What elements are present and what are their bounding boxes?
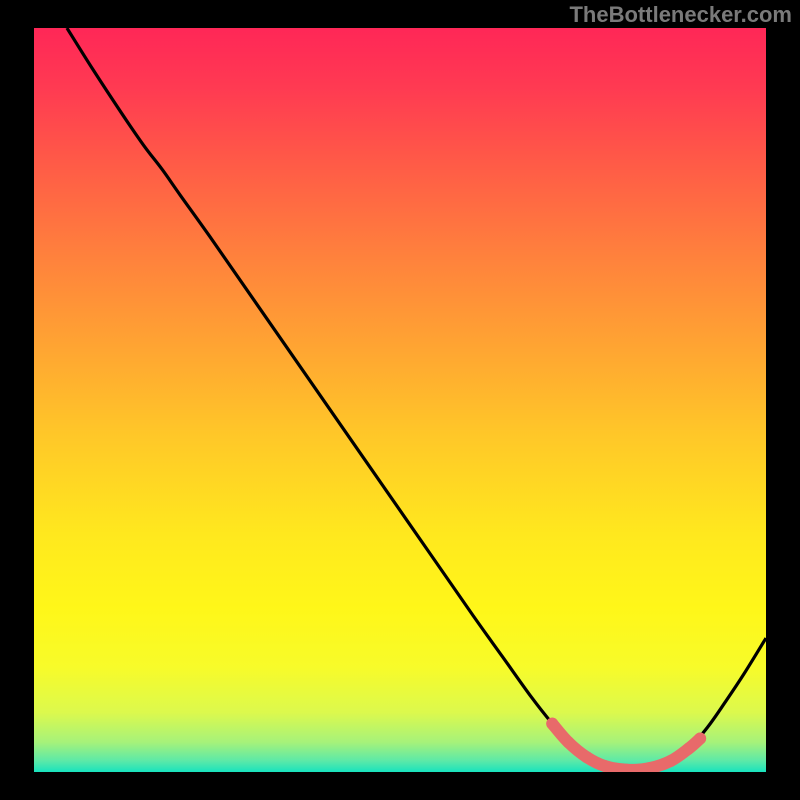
highlight-marker — [665, 755, 677, 767]
highlight-marker — [546, 718, 558, 730]
highlight-marker — [683, 742, 695, 754]
curve-layer — [34, 28, 766, 772]
highlight-marker — [562, 736, 574, 748]
bottleneck-curve — [67, 28, 766, 770]
highlight-markers — [546, 718, 706, 772]
highlight-marker — [599, 760, 611, 772]
highlight-marker — [694, 733, 706, 745]
attribution-label: TheBottlenecker.com — [569, 2, 792, 28]
plot-area — [34, 28, 766, 772]
chart-canvas: TheBottlenecker.com — [0, 0, 800, 800]
highlight-marker — [581, 751, 593, 763]
highlight-segment — [552, 724, 700, 770]
